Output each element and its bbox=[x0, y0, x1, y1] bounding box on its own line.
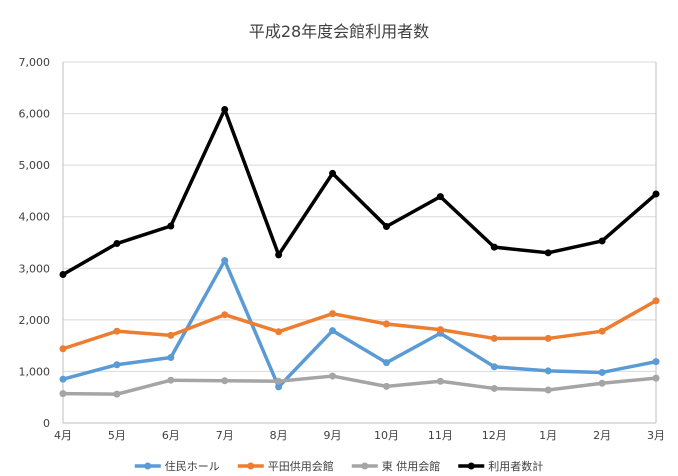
data-point bbox=[490, 334, 498, 342]
data-point bbox=[59, 345, 67, 353]
data-point bbox=[275, 383, 283, 391]
data-point bbox=[329, 372, 337, 380]
data-point bbox=[329, 310, 337, 318]
data-point bbox=[59, 270, 67, 278]
legend-item: 平田供用会館 bbox=[237, 459, 334, 473]
x-tick-label: 9月 bbox=[324, 429, 342, 442]
data-point bbox=[652, 374, 660, 382]
y-tick-label: 6,000 bbox=[19, 108, 51, 121]
chart-title: 平成28年度会館利用者数 bbox=[248, 22, 430, 41]
data-point bbox=[598, 327, 606, 335]
legend-item: 住民ホール bbox=[134, 459, 220, 473]
data-point bbox=[221, 311, 229, 319]
data-point bbox=[382, 359, 390, 367]
data-point bbox=[382, 320, 390, 328]
data-point bbox=[59, 375, 67, 383]
legend-marker bbox=[144, 462, 152, 470]
data-point bbox=[59, 390, 67, 398]
legend-label: 利用者数計 bbox=[488, 459, 543, 473]
data-point bbox=[652, 358, 660, 366]
series-line-2 bbox=[61, 299, 658, 351]
legend-marker bbox=[361, 462, 369, 470]
data-point bbox=[490, 384, 498, 392]
series-line-3 bbox=[61, 374, 658, 396]
data-point bbox=[490, 243, 498, 251]
x-tick-label: 1月 bbox=[539, 429, 557, 442]
y-tick-label: 3,000 bbox=[19, 262, 51, 275]
data-point bbox=[113, 390, 121, 398]
data-point bbox=[598, 368, 606, 376]
data-point bbox=[113, 361, 121, 369]
data-point bbox=[652, 190, 660, 198]
data-point bbox=[436, 377, 444, 385]
x-tick-label: 2月 bbox=[593, 429, 611, 442]
data-point bbox=[382, 223, 390, 231]
data-point bbox=[598, 379, 606, 387]
data-point bbox=[221, 377, 229, 385]
data-point bbox=[544, 249, 552, 257]
legend-label: 住民ホール bbox=[165, 459, 220, 473]
data-point bbox=[490, 363, 498, 371]
data-point bbox=[544, 334, 552, 342]
data-point bbox=[167, 331, 175, 339]
data-point bbox=[167, 354, 175, 362]
data-point bbox=[544, 367, 552, 375]
data-point bbox=[221, 105, 229, 113]
y-tick-label: 5,000 bbox=[19, 159, 51, 172]
data-point bbox=[167, 222, 175, 230]
data-point bbox=[275, 377, 283, 385]
legend-marker bbox=[247, 462, 255, 470]
legend: 住民ホール 平田供用会館 東 供用会館 利用者数計 bbox=[134, 459, 543, 473]
data-point bbox=[113, 240, 121, 248]
x-tick-label: 11月 bbox=[428, 429, 453, 442]
legend-item: 東 供用会館 bbox=[351, 459, 441, 473]
x-tick-label: 4月 bbox=[54, 429, 72, 442]
data-point bbox=[652, 297, 660, 305]
x-tick-label: 10月 bbox=[374, 429, 399, 442]
x-tick-label: 12月 bbox=[482, 429, 507, 442]
series-line-1 bbox=[61, 258, 658, 389]
data-point bbox=[167, 376, 175, 384]
data-point bbox=[113, 327, 121, 335]
y-tick-label: 2,000 bbox=[19, 314, 51, 327]
y-tick-label: 4,000 bbox=[19, 211, 51, 224]
legend-item: 利用者数計 bbox=[458, 459, 543, 473]
x-tick-label: 5月 bbox=[108, 429, 126, 442]
data-point bbox=[382, 382, 390, 390]
data-point bbox=[598, 237, 606, 245]
y-tick-label: 7,000 bbox=[19, 56, 51, 69]
data-point bbox=[275, 251, 283, 259]
y-tick-label: 0 bbox=[43, 417, 50, 430]
legend-label: 平田供用会館 bbox=[268, 459, 334, 473]
x-tick-label: 3月 bbox=[647, 429, 665, 442]
data-point bbox=[329, 169, 337, 177]
x-tick-label: 7月 bbox=[216, 429, 234, 442]
series-line-4 bbox=[61, 107, 658, 277]
data-point bbox=[221, 257, 229, 265]
x-tick-label: 6月 bbox=[162, 429, 180, 442]
data-point bbox=[275, 328, 283, 336]
data-point bbox=[436, 193, 444, 201]
data-point bbox=[329, 327, 337, 335]
data-point bbox=[544, 386, 552, 394]
y-tick-label: 1,000 bbox=[19, 365, 51, 378]
data-point bbox=[436, 326, 444, 334]
x-tick-label: 8月 bbox=[270, 429, 288, 442]
legend-label: 東 供用会館 bbox=[382, 459, 441, 473]
legend-marker bbox=[467, 462, 475, 470]
